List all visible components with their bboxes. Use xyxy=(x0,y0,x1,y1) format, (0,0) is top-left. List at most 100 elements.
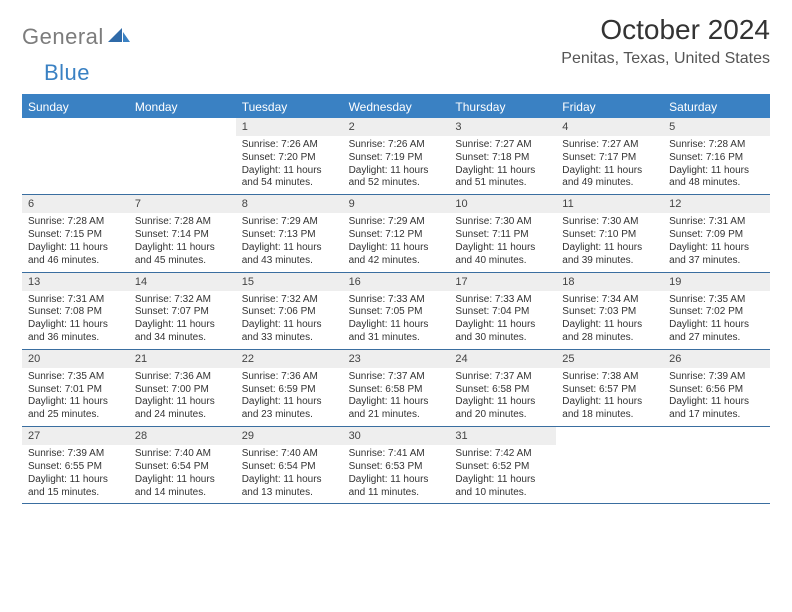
day-details: Sunrise: 7:40 AMSunset: 6:54 PMDaylight:… xyxy=(129,445,236,503)
week-row: 1Sunrise: 7:26 AMSunset: 7:20 PMDaylight… xyxy=(22,118,770,195)
sunset-text: Sunset: 7:18 PM xyxy=(455,152,550,165)
daylight1-text: Daylight: 11 hours xyxy=(349,319,444,332)
daylight2-text: and 10 minutes. xyxy=(455,487,550,500)
daylight1-text: Daylight: 11 hours xyxy=(455,396,550,409)
day-details: Sunrise: 7:30 AMSunset: 7:10 PMDaylight:… xyxy=(556,213,663,271)
sunset-text: Sunset: 7:03 PM xyxy=(562,306,657,319)
day-number: 9 xyxy=(343,195,450,213)
sunset-text: Sunset: 6:53 PM xyxy=(349,461,444,474)
daylight1-text: Daylight: 11 hours xyxy=(562,165,657,178)
day-details: Sunrise: 7:30 AMSunset: 7:11 PMDaylight:… xyxy=(449,213,556,271)
sunrise-text: Sunrise: 7:28 AM xyxy=(669,139,764,152)
daylight1-text: Daylight: 11 hours xyxy=(242,242,337,255)
day-cell: 24Sunrise: 7:37 AMSunset: 6:58 PMDayligh… xyxy=(449,350,556,426)
calendar: Sunday Monday Tuesday Wednesday Thursday… xyxy=(22,94,770,504)
weekday-header-row: Sunday Monday Tuesday Wednesday Thursday… xyxy=(22,96,770,118)
sunset-text: Sunset: 7:08 PM xyxy=(28,306,123,319)
day-number: 21 xyxy=(129,350,236,368)
sunset-text: Sunset: 7:06 PM xyxy=(242,306,337,319)
sunrise-text: Sunrise: 7:35 AM xyxy=(28,371,123,384)
daylight1-text: Daylight: 11 hours xyxy=(349,165,444,178)
day-cell: 10Sunrise: 7:30 AMSunset: 7:11 PMDayligh… xyxy=(449,195,556,271)
daylight2-text: and 24 minutes. xyxy=(135,409,230,422)
sunset-text: Sunset: 6:55 PM xyxy=(28,461,123,474)
sunrise-text: Sunrise: 7:27 AM xyxy=(455,139,550,152)
day-number: 13 xyxy=(22,273,129,291)
daylight1-text: Daylight: 11 hours xyxy=(562,242,657,255)
daylight2-text: and 28 minutes. xyxy=(562,332,657,345)
sunset-text: Sunset: 6:54 PM xyxy=(242,461,337,474)
day-number: 24 xyxy=(449,350,556,368)
day-cell: 6Sunrise: 7:28 AMSunset: 7:15 PMDaylight… xyxy=(22,195,129,271)
day-number: 10 xyxy=(449,195,556,213)
logo-blue-text: Blue xyxy=(44,60,90,86)
location-text: Penitas, Texas, United States xyxy=(561,50,770,68)
day-number: 18 xyxy=(556,273,663,291)
day-cell: 4Sunrise: 7:27 AMSunset: 7:17 PMDaylight… xyxy=(556,118,663,194)
day-number: 4 xyxy=(556,118,663,136)
day-details: Sunrise: 7:26 AMSunset: 7:19 PMDaylight:… xyxy=(343,136,450,194)
day-details: Sunrise: 7:29 AMSunset: 7:13 PMDaylight:… xyxy=(236,213,343,271)
sunrise-text: Sunrise: 7:35 AM xyxy=(669,294,764,307)
day-cell: 11Sunrise: 7:30 AMSunset: 7:10 PMDayligh… xyxy=(556,195,663,271)
daylight1-text: Daylight: 11 hours xyxy=(562,319,657,332)
weekday-wednesday: Wednesday xyxy=(343,96,450,118)
day-cell: 14Sunrise: 7:32 AMSunset: 7:07 PMDayligh… xyxy=(129,273,236,349)
sunrise-text: Sunrise: 7:38 AM xyxy=(562,371,657,384)
day-cell: 21 Sunrise: 7:36 AMSunset: 7:00 PMDayligh… xyxy=(129,350,236,426)
sunrise-text: Sunrise: 7:36 AM xyxy=(135,371,230,384)
day-details: Sunrise: 7:35 AMSunset: 7:01 PMDaylight:… xyxy=(22,368,129,426)
daylight1-text: Daylight: 11 hours xyxy=(135,319,230,332)
day-number: 22 xyxy=(236,350,343,368)
sunrise-text: Sunrise: 7:37 AM xyxy=(349,371,444,384)
day-cell xyxy=(663,427,770,503)
day-cell: 7Sunrise: 7:28 AMSunset: 7:14 PMDaylight… xyxy=(129,195,236,271)
daylight1-text: Daylight: 11 hours xyxy=(135,396,230,409)
sunrise-text: Sunrise: 7:29 AM xyxy=(349,216,444,229)
day-details: Sunrise: 7:29 AMSunset: 7:12 PMDaylight:… xyxy=(343,213,450,271)
daylight2-text: and 54 minutes. xyxy=(242,177,337,190)
day-cell: 23Sunrise: 7:37 AMSunset: 6:58 PMDayligh… xyxy=(343,350,450,426)
daylight2-text: and 45 minutes. xyxy=(135,255,230,268)
sunset-text: Sunset: 7:04 PM xyxy=(455,306,550,319)
sunset-text: Sunset: 7:07 PM xyxy=(135,306,230,319)
sunset-text: Sunset: 7:00 PM xyxy=(135,384,230,397)
daylight2-text: and 49 minutes. xyxy=(562,177,657,190)
sunset-text: Sunset: 7:13 PM xyxy=(242,229,337,242)
sunrise-text: Sunrise: 7:31 AM xyxy=(669,216,764,229)
sunset-text: Sunset: 7:20 PM xyxy=(242,152,337,165)
day-cell: 5Sunrise: 7:28 AMSunset: 7:16 PMDaylight… xyxy=(663,118,770,194)
daylight1-text: Daylight: 11 hours xyxy=(669,242,764,255)
sunrise-text: Sunrise: 7:41 AM xyxy=(349,448,444,461)
sunrise-text: Sunrise: 7:40 AM xyxy=(135,448,230,461)
day-number: 12 xyxy=(663,195,770,213)
daylight1-text: Daylight: 11 hours xyxy=(562,396,657,409)
sunrise-text: Sunrise: 7:28 AM xyxy=(28,216,123,229)
day-number: 5 xyxy=(663,118,770,136)
day-number: 19 xyxy=(663,273,770,291)
daylight2-text: and 39 minutes. xyxy=(562,255,657,268)
day-number: 30 xyxy=(343,427,450,445)
sunrise-text: Sunrise: 7:37 AM xyxy=(455,371,550,384)
daylight2-text: and 40 minutes. xyxy=(455,255,550,268)
daylight1-text: Daylight: 11 hours xyxy=(242,319,337,332)
day-number: 27 xyxy=(22,427,129,445)
day-number: 31 xyxy=(449,427,556,445)
week-row: 27Sunrise: 7:39 AMSunset: 6:55 PMDayligh… xyxy=(22,427,770,504)
daylight2-text: and 31 minutes. xyxy=(349,332,444,345)
daylight2-text: and 46 minutes. xyxy=(28,255,123,268)
day-details: Sunrise: 7:35 AMSunset: 7:02 PMDaylight:… xyxy=(663,291,770,349)
sunrise-text: Sunrise: 7:30 AM xyxy=(562,216,657,229)
daylight2-text: and 23 minutes. xyxy=(242,409,337,422)
daylight1-text: Daylight: 11 hours xyxy=(28,474,123,487)
day-details: Sunrise: 7:32 AMSunset: 7:06 PMDaylight:… xyxy=(236,291,343,349)
daylight2-text: and 34 minutes. xyxy=(135,332,230,345)
day-number: 26 xyxy=(663,350,770,368)
day-cell: 31Sunrise: 7:42 AMSunset: 6:52 PMDayligh… xyxy=(449,427,556,503)
sunset-text: Sunset: 6:59 PM xyxy=(242,384,337,397)
daylight1-text: Daylight: 11 hours xyxy=(669,165,764,178)
logo-general-text: General xyxy=(22,24,104,50)
week-row: 6Sunrise: 7:28 AMSunset: 7:15 PMDaylight… xyxy=(22,195,770,272)
day-details: Sunrise: 7:37 AMSunset: 6:58 PMDaylight:… xyxy=(343,368,450,426)
sunrise-text: Sunrise: 7:31 AM xyxy=(28,294,123,307)
